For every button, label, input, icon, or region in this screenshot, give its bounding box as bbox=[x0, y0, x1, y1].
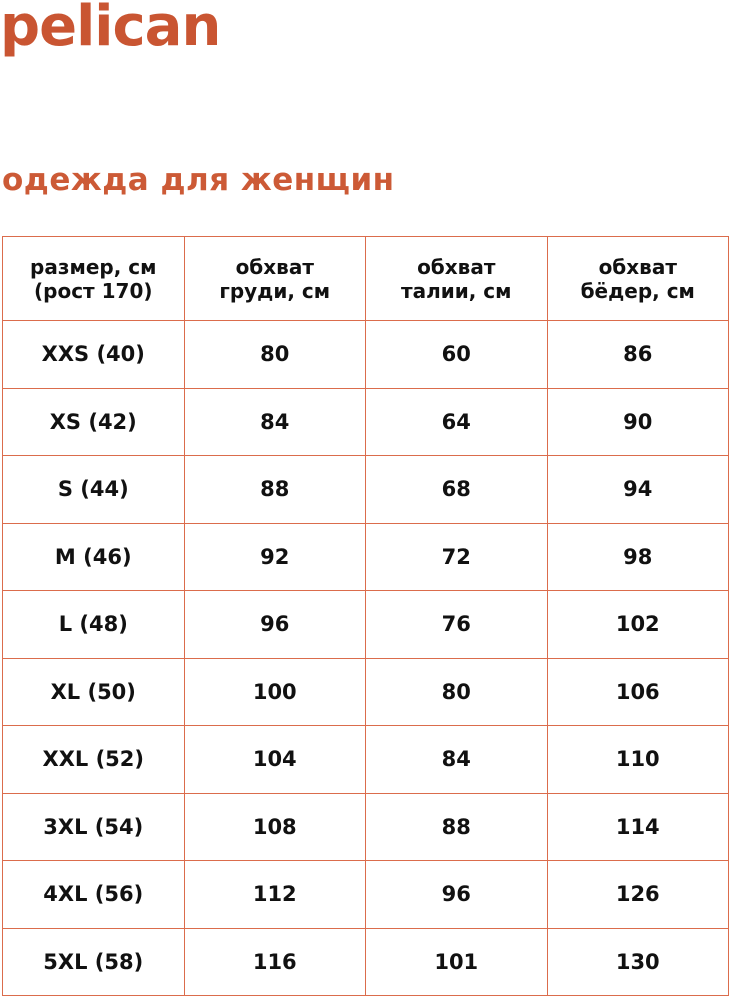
table-row: L (48) 96 76 102 bbox=[2, 590, 729, 659]
measurement-cell: 84 bbox=[183, 387, 366, 456]
size-cell: 3XL (54) bbox=[2, 792, 185, 861]
table-row: XL (50) 100 80 106 bbox=[2, 657, 729, 726]
column-header: обхват талии, см bbox=[365, 236, 548, 321]
measurement-cell: 88 bbox=[365, 792, 548, 861]
size-cell: S (44) bbox=[2, 455, 185, 524]
size-cell: L (48) bbox=[2, 590, 185, 659]
size-chart-table: размер, см (рост 170) обхват груди, см обхва… bbox=[2, 236, 729, 996]
measurement-cell: 92 bbox=[183, 522, 366, 591]
measurement-cell: 96 bbox=[183, 590, 366, 659]
table-row: XXS (40) 80 60 86 bbox=[2, 320, 729, 389]
measurement-cell: 112 bbox=[183, 860, 366, 929]
size-cell: M (46) bbox=[2, 522, 185, 591]
table-row: XXL (52) 104 84 110 bbox=[2, 725, 729, 794]
size-cell: 5XL (58) bbox=[2, 927, 185, 996]
measurement-cell: 100 bbox=[183, 657, 366, 726]
size-cell: XXS (40) bbox=[2, 320, 185, 389]
measurement-cell: 116 bbox=[183, 927, 366, 996]
table-row: XS (42) 84 64 90 bbox=[2, 387, 729, 456]
column-header-line: обхват bbox=[417, 254, 496, 279]
table-row: 3XL (54) 108 88 114 bbox=[2, 792, 729, 861]
measurement-cell: 98 bbox=[546, 522, 729, 591]
column-header-line: обхват bbox=[235, 254, 314, 279]
column-header: обхват бёдер, см bbox=[546, 236, 729, 321]
column-header-line: размер, см bbox=[30, 254, 157, 279]
measurement-cell: 96 bbox=[365, 860, 548, 929]
measurement-cell: 104 bbox=[183, 725, 366, 794]
table-row: 5XL (58) 116 101 130 bbox=[2, 927, 729, 996]
measurement-cell: 80 bbox=[365, 657, 548, 726]
measurement-cell: 130 bbox=[546, 927, 729, 996]
size-cell: 4XL (56) bbox=[2, 860, 185, 929]
measurement-cell: 94 bbox=[546, 455, 729, 524]
column-header-line: (рост 170) bbox=[34, 278, 153, 303]
measurement-cell: 102 bbox=[546, 590, 729, 659]
measurement-cell: 60 bbox=[365, 320, 548, 389]
table-row: M (46) 92 72 98 bbox=[2, 522, 729, 591]
table-row: S (44) 88 68 94 bbox=[2, 455, 729, 524]
column-header-line: обхват bbox=[598, 254, 677, 279]
column-header-line: груди, см bbox=[219, 278, 331, 303]
size-cell: XL (50) bbox=[2, 657, 185, 726]
size-cell: XXL (52) bbox=[2, 725, 185, 794]
measurement-cell: 88 bbox=[183, 455, 366, 524]
measurement-cell: 80 bbox=[183, 320, 366, 389]
measurement-cell: 72 bbox=[365, 522, 548, 591]
measurement-cell: 86 bbox=[546, 320, 729, 389]
measurement-cell: 108 bbox=[183, 792, 366, 861]
measurement-cell: 110 bbox=[546, 725, 729, 794]
page-title: одежда для женщин bbox=[2, 162, 395, 198]
header-row: размер, см (рост 170) обхват груди, см обхва… bbox=[2, 236, 729, 321]
measurement-cell: 90 bbox=[546, 387, 729, 456]
measurement-cell: 101 bbox=[365, 927, 548, 996]
column-header-line: бёдер, см bbox=[580, 278, 695, 303]
measurement-cell: 64 bbox=[365, 387, 548, 456]
measurement-cell: 84 bbox=[365, 725, 548, 794]
measurement-cell: 126 bbox=[546, 860, 729, 929]
pelican-logo: pelican bbox=[0, 0, 221, 59]
column-header-line: талии, см bbox=[400, 278, 512, 303]
measurement-cell: 76 bbox=[365, 590, 548, 659]
table-row: 4XL (56) 112 96 126 bbox=[2, 860, 729, 929]
measurement-cell: 106 bbox=[546, 657, 729, 726]
measurement-cell: 68 bbox=[365, 455, 548, 524]
measurement-cell: 114 bbox=[546, 792, 729, 861]
size-cell: XS (42) bbox=[2, 387, 185, 456]
column-header: обхват груди, см bbox=[183, 236, 366, 321]
column-header: размер, см (рост 170) bbox=[2, 236, 185, 321]
